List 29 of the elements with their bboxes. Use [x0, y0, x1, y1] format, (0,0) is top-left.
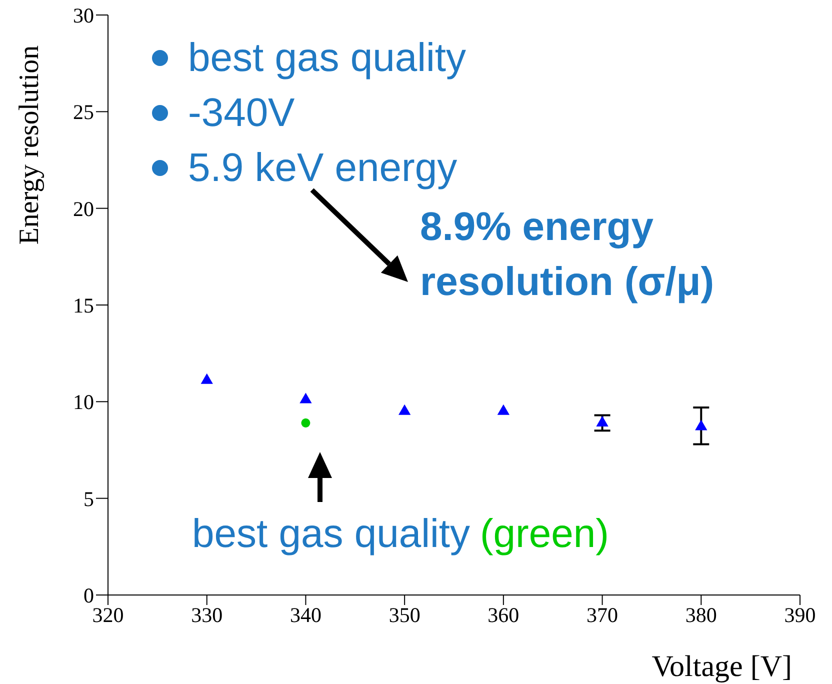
annotation: -340V: [188, 91, 296, 135]
x-tick-label: 360: [488, 602, 520, 627]
x-tick-label: 320: [92, 602, 124, 627]
x-tick-label: 390: [784, 602, 816, 627]
annotation: 5.9 keV energy: [188, 146, 458, 190]
y-tick-label: 15: [73, 293, 94, 318]
point: [300, 392, 312, 404]
y-tick-label: 5: [84, 486, 94, 511]
point: [200, 373, 213, 384]
x-tick-label: 350: [388, 602, 420, 627]
annotation: 8.9% energy resolution (σ/μ): [420, 204, 716, 306]
point: [695, 420, 708, 430]
y-tick-label: 25: [73, 100, 94, 124]
x-tick-label: 340: [290, 602, 322, 627]
y-tick-label: 0: [84, 583, 94, 608]
x-tick-label: 330: [191, 602, 223, 627]
x-axis-title: Voltage [V]: [652, 650, 792, 683]
point: [596, 416, 608, 426]
annotation: (green): [480, 512, 609, 556]
annotation: best gas quality: [192, 512, 470, 556]
x-tick-label: 370: [586, 602, 618, 627]
y-axis-title: Energy resolution: [14, 45, 45, 245]
y-tick-label: 10: [73, 390, 94, 414]
x-tick-label: 380: [685, 602, 717, 627]
y-tick-label: 20: [73, 196, 94, 221]
point: [497, 404, 510, 415]
annotation: best gas quality: [188, 36, 466, 80]
point: [398, 404, 411, 415]
y-tick-label: 30: [73, 3, 94, 28]
